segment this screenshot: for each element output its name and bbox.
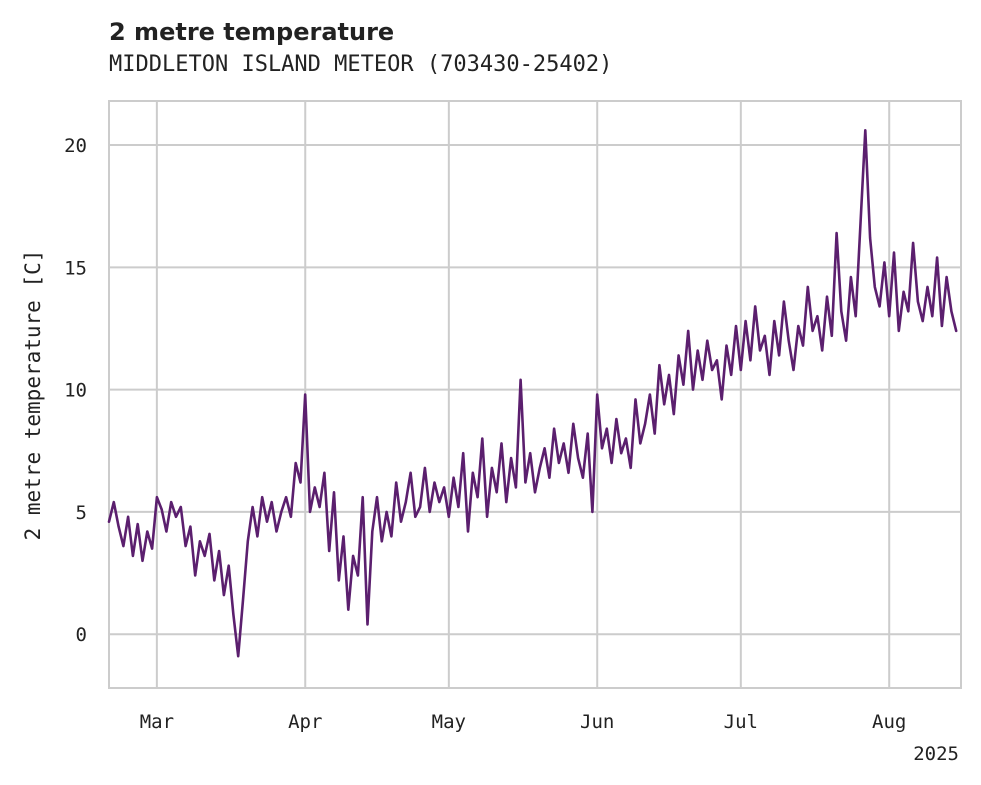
- y-axis-label: 2 metre temperature [C]: [21, 250, 45, 541]
- y-tick-label-0: 0: [76, 624, 87, 646]
- x-tick-label-jun: Jun: [580, 711, 614, 733]
- x-tick-label-jul: Jul: [724, 711, 758, 733]
- chart-title: 2 metre temperature: [109, 18, 395, 46]
- x-tick-label-aug: Aug: [872, 711, 906, 733]
- x-tick-label-mar: Mar: [140, 711, 174, 733]
- grid-lines: [109, 101, 961, 688]
- x-tick-label-may: May: [432, 711, 466, 733]
- y-tick-label-15: 15: [64, 257, 87, 279]
- y-tick-label-5: 5: [76, 502, 87, 524]
- temperature-series-line: [107, 129, 958, 658]
- y-tick-label-20: 20: [64, 135, 87, 157]
- y-tick-label-10: 10: [64, 380, 87, 402]
- chart-subtitle: MIDDLETON ISLAND METEOR (703430-25402): [109, 52, 613, 77]
- year-label: 2025: [913, 743, 959, 765]
- tick-labels: 0 5 10 15 20 Mar Apr May Jun Jul Aug: [64, 135, 906, 733]
- x-tick-label-apr: Apr: [288, 711, 322, 733]
- plot-frame: [108, 100, 962, 689]
